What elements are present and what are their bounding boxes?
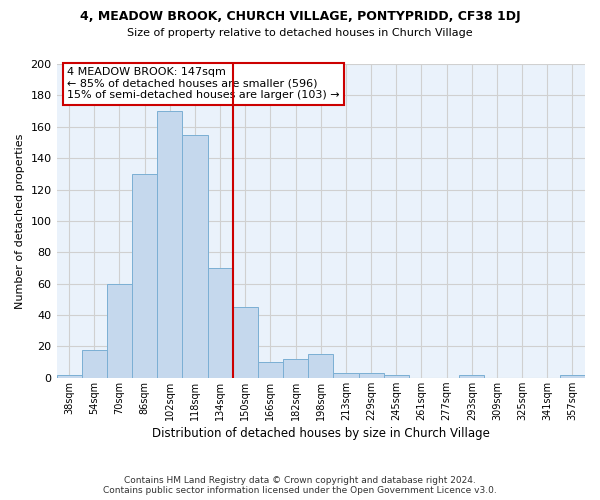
Bar [132,174,157,378]
Text: 4 MEADOW BROOK: 147sqm
← 85% of detached houses are smaller (596)
15% of semi-de: 4 MEADOW BROOK: 147sqm ← 85% of detached… [67,67,340,100]
Text: Contains HM Land Registry data © Crown copyright and database right 2024.
Contai: Contains HM Land Registry data © Crown c… [103,476,497,495]
Bar [560,374,585,378]
Bar [359,373,383,378]
Bar [233,307,258,378]
Bar [383,374,409,378]
Text: Size of property relative to detached houses in Church Village: Size of property relative to detached ho… [127,28,473,38]
Bar [182,134,208,378]
Bar [459,374,484,378]
Bar [308,354,334,378]
Bar [208,268,233,378]
Bar [107,284,132,378]
Bar [157,111,182,378]
Y-axis label: Number of detached properties: Number of detached properties [15,133,25,308]
X-axis label: Distribution of detached houses by size in Church Village: Distribution of detached houses by size … [152,427,490,440]
Bar [56,374,82,378]
Bar [258,362,283,378]
Text: 4, MEADOW BROOK, CHURCH VILLAGE, PONTYPRIDD, CF38 1DJ: 4, MEADOW BROOK, CHURCH VILLAGE, PONTYPR… [80,10,520,23]
Bar [283,359,308,378]
Bar [334,373,359,378]
Bar [82,350,107,378]
